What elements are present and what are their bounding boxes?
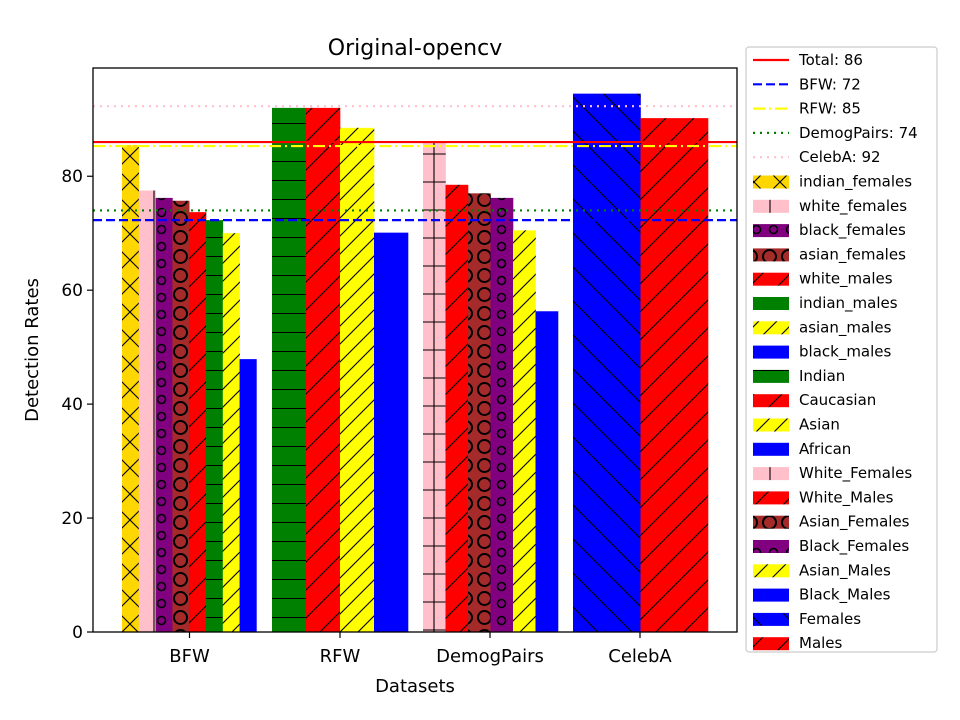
bar-black-females bbox=[490, 197, 514, 632]
bar-asian-males bbox=[222, 233, 240, 632]
y-tick-label: 80 bbox=[61, 167, 83, 187]
y-tick-label: 20 bbox=[61, 509, 83, 529]
x-tick-label-rfw: RFW bbox=[320, 646, 361, 667]
bar-black-females bbox=[155, 197, 173, 632]
bar-asian bbox=[340, 127, 375, 632]
legend-label: CelebA: 92 bbox=[799, 148, 881, 166]
legend-swatch-asian-males bbox=[753, 321, 789, 335]
legend-label: indian_females bbox=[799, 173, 912, 192]
legend-label: African bbox=[799, 440, 851, 458]
bar-asian-females bbox=[172, 200, 190, 633]
bar-white-females bbox=[138, 190, 156, 633]
legend-swatch-african bbox=[753, 442, 789, 456]
legend-swatch-indian bbox=[753, 369, 789, 383]
legend-swatch-females bbox=[753, 612, 789, 626]
legend-label: Asian bbox=[799, 416, 840, 434]
bar-white-females bbox=[423, 142, 446, 632]
legend-label: Indian bbox=[799, 367, 845, 385]
legend-swatch-white-females bbox=[753, 199, 789, 213]
bar-asian-males bbox=[513, 230, 536, 633]
y-tick-label: 60 bbox=[61, 281, 83, 301]
chart-title: Original-opencv bbox=[328, 36, 502, 61]
x-axis: BFW RFW DemogPairs CelebA bbox=[169, 632, 672, 667]
bar-white-males bbox=[445, 184, 469, 633]
legend-label: RFW: 85 bbox=[799, 100, 861, 118]
bar-black-males bbox=[239, 359, 257, 632]
legend-label: black_females bbox=[799, 221, 906, 240]
legend-label: Caucasian bbox=[799, 391, 876, 409]
legend-swatch-black-females bbox=[753, 540, 789, 553]
legend-swatch-males bbox=[753, 637, 789, 651]
legend-label: black_males bbox=[799, 343, 892, 362]
y-tick-label: 0 bbox=[72, 623, 83, 643]
legend-label: Asian_Females bbox=[799, 513, 910, 532]
bar-caucasian bbox=[306, 107, 341, 632]
legend-swatch-asian-females bbox=[753, 515, 789, 529]
y-tick-label: 40 bbox=[61, 395, 83, 415]
x-tick-label-demogpairs: DemogPairs bbox=[436, 646, 544, 667]
legend-swatch-white-males bbox=[753, 272, 789, 286]
x-tick-label-bfw: BFW bbox=[169, 646, 210, 667]
legend-label: Total: 86 bbox=[798, 51, 863, 69]
bar-indian-females bbox=[122, 144, 140, 632]
x-tick-label-celeba: CelebA bbox=[608, 646, 672, 667]
legend-label: DemogPairs: 74 bbox=[799, 124, 918, 142]
plot-area bbox=[93, 93, 737, 633]
legend-swatch-white-males bbox=[753, 491, 789, 505]
legend-swatch-indian-females bbox=[753, 175, 789, 189]
legend-label: asian_males bbox=[799, 318, 892, 337]
bar-black-males bbox=[535, 311, 559, 632]
legend-swatch-asian-females bbox=[753, 248, 789, 262]
legend-label: Females bbox=[799, 610, 861, 628]
bar-african bbox=[374, 232, 409, 632]
bar-white-males bbox=[189, 212, 207, 632]
legend-swatch-indian-males bbox=[753, 297, 789, 310]
legend-swatch-asian bbox=[753, 418, 789, 432]
legend-label: white_males bbox=[799, 270, 893, 289]
legend-label: white_females bbox=[799, 197, 907, 216]
legend-swatch-black-males bbox=[753, 345, 789, 359]
legend-label: asian_females bbox=[799, 245, 906, 264]
legend: Total: 86 BFW: 72 RFW: 85 DemogPairs: 74 Cel… bbox=[745, 46, 938, 653]
legend-label: Males bbox=[799, 634, 843, 652]
bar-indian bbox=[272, 107, 307, 632]
legend-label: BFW: 72 bbox=[799, 75, 861, 93]
legend-swatch-black-females bbox=[753, 224, 789, 238]
legend-label: White_Females bbox=[799, 464, 912, 483]
legend-label: Black_Females bbox=[799, 537, 909, 556]
y-axis-label: Detection Rates bbox=[22, 278, 43, 422]
legend-swatch-black-males bbox=[753, 588, 789, 602]
bar-indian-males bbox=[206, 220, 224, 633]
legend-swatch-white-females bbox=[753, 467, 789, 481]
legend-label: White_Males bbox=[799, 488, 894, 507]
legend-label: Black_Males bbox=[799, 586, 891, 605]
bar-males bbox=[640, 118, 709, 632]
legend-label: indian_males bbox=[799, 294, 898, 313]
plot-frame bbox=[92, 67, 738, 633]
x-axis-label: Datasets bbox=[375, 676, 455, 697]
y-axis: 0 20 40 60 80 bbox=[61, 167, 93, 643]
bar-asian-females bbox=[468, 193, 491, 632]
legend-swatch-caucasian bbox=[753, 394, 789, 408]
legend-swatch-asian-males bbox=[753, 564, 789, 578]
legend-label: Asian_Males bbox=[799, 561, 891, 580]
legend-box bbox=[745, 46, 938, 653]
bar-females bbox=[573, 93, 641, 632]
